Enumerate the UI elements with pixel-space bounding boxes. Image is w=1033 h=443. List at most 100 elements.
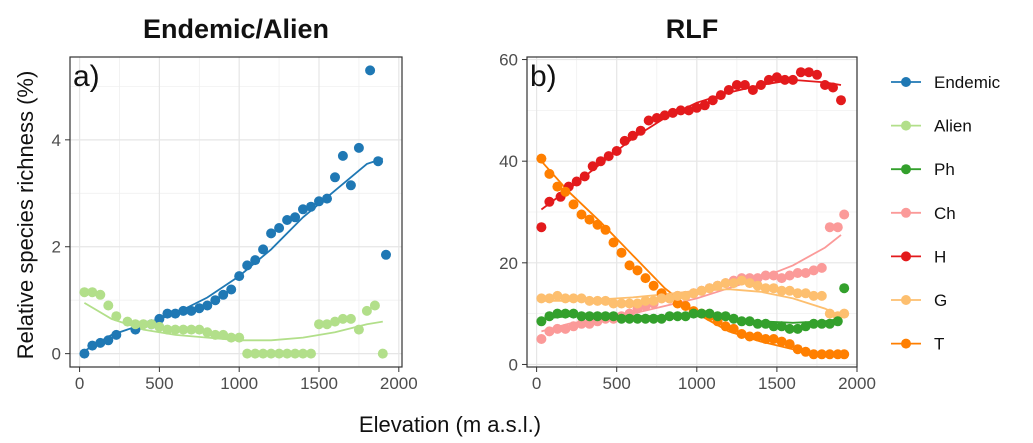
data-point <box>776 273 787 284</box>
data-point <box>635 125 646 136</box>
data-point <box>330 172 340 183</box>
data-point <box>768 334 779 344</box>
data-point <box>836 95 846 106</box>
data-point <box>210 295 221 306</box>
panel-a: 0 500 1000 1500 2000 0 2 4 a) Endemic/Alien <box>52 14 418 393</box>
data-point <box>162 324 173 335</box>
data-point <box>544 326 555 337</box>
x-tick-label: 1500 <box>758 374 796 393</box>
data-point <box>763 74 774 85</box>
data-point <box>839 283 850 294</box>
y-tick-label: 2 <box>52 238 61 257</box>
data-point <box>345 180 356 191</box>
data-point <box>95 337 106 348</box>
legend-label: G <box>934 291 947 310</box>
panel-tag: a) <box>73 60 100 93</box>
data-point <box>760 334 771 344</box>
data-point <box>373 156 384 167</box>
data-point <box>795 67 806 78</box>
data-point <box>800 346 811 357</box>
data-point <box>154 321 165 332</box>
x-tick-label: 0 <box>532 374 541 393</box>
data-point <box>768 283 779 294</box>
series-alien <box>79 287 388 359</box>
data-point <box>828 82 838 93</box>
data-point <box>536 153 547 164</box>
data-point <box>536 222 547 233</box>
panel-tag: b) <box>530 60 557 93</box>
data-point <box>568 308 579 319</box>
panel-border <box>69 56 403 368</box>
x-tick-label: 1500 <box>300 374 338 393</box>
data-point <box>111 311 122 322</box>
legend-label: H <box>934 247 946 266</box>
data-point <box>79 287 90 298</box>
data-point <box>282 215 293 225</box>
data-point <box>103 335 114 346</box>
data-point <box>648 295 659 306</box>
y-tick-label: 60 <box>499 51 518 70</box>
data-point <box>707 95 718 106</box>
data-point <box>202 327 213 338</box>
data-point <box>282 348 293 359</box>
data-point <box>728 278 739 289</box>
data-point <box>752 280 763 291</box>
data-point <box>712 311 723 322</box>
data-point <box>608 237 619 248</box>
data-point <box>242 348 253 359</box>
data-point <box>584 318 595 329</box>
data-point <box>377 348 388 359</box>
data-point <box>696 308 707 319</box>
legend-label: Ch <box>934 204 956 223</box>
data-point <box>651 113 662 123</box>
series-g <box>536 275 850 322</box>
data-point <box>560 323 571 334</box>
data-point <box>816 318 827 329</box>
series-ph <box>536 283 850 334</box>
panel-border <box>526 56 858 368</box>
legend-entry-ch: Ch <box>891 204 956 223</box>
data-point <box>87 287 98 298</box>
data-point <box>194 303 205 314</box>
data-point <box>760 283 771 294</box>
data-point <box>568 321 579 332</box>
panel-title: RLF <box>666 14 718 44</box>
data-point <box>619 135 630 146</box>
y-tick-label: 0 <box>52 345 61 364</box>
data-point <box>808 318 819 329</box>
data-point <box>712 280 723 291</box>
data-point <box>306 201 316 212</box>
panel-title: Endemic/Alien <box>143 14 329 44</box>
data-point <box>584 311 595 322</box>
data-point <box>720 311 731 322</box>
panel-b: 0 500 1000 1500 2000 0 20 40 60 b) RLF <box>499 14 876 393</box>
legend: Endemic Alien Ph Ch H G T <box>891 73 1001 354</box>
data-point <box>715 90 726 101</box>
data-point <box>210 329 221 340</box>
data-point <box>369 300 380 311</box>
data-point <box>808 265 819 276</box>
data-point <box>218 289 229 300</box>
data-point <box>258 244 269 255</box>
legend-entry-ph: Ph <box>891 160 955 179</box>
data-point <box>544 196 555 207</box>
data-point <box>616 247 627 258</box>
data-point <box>739 80 750 90</box>
data-point <box>643 115 654 126</box>
data-point <box>728 313 739 324</box>
data-point <box>832 222 843 233</box>
legend-key-point <box>901 77 911 87</box>
data-point <box>345 313 356 324</box>
data-point <box>266 348 277 359</box>
fit-line-h <box>540 78 842 211</box>
data-point <box>664 293 675 304</box>
data-point <box>839 308 850 319</box>
data-point <box>752 318 763 329</box>
data-point <box>648 313 659 324</box>
data-point <box>186 324 197 335</box>
data-point <box>632 298 643 309</box>
data-point <box>632 313 643 324</box>
data-point <box>592 295 603 306</box>
data-point <box>250 255 261 266</box>
